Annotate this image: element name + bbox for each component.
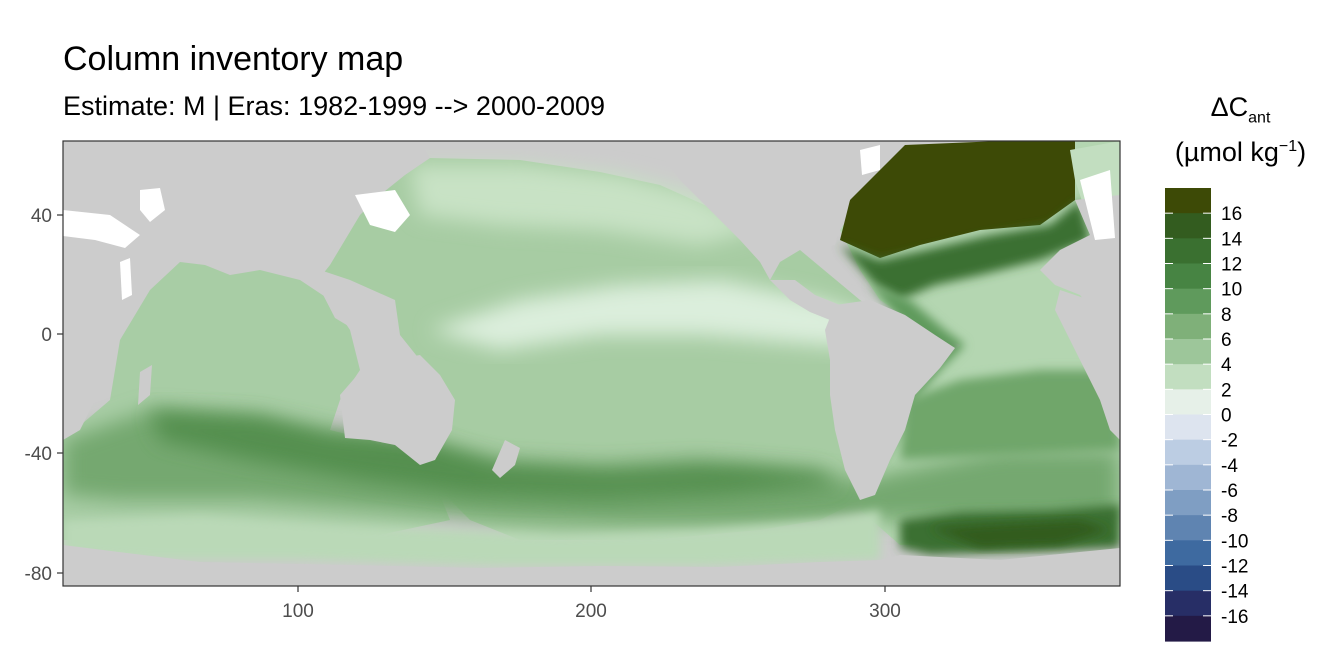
legend-swatch — [1165, 590, 1211, 617]
southern-ocean-core — [150, 410, 840, 500]
legend-label: 8 — [1221, 305, 1232, 326]
y-tick-label-0: 0 — [41, 325, 52, 346]
legend-swatch — [1165, 464, 1211, 491]
legend-label: -14 — [1221, 582, 1249, 603]
legend-swatch — [1165, 288, 1211, 315]
y-tick-label-40: 40 — [31, 206, 52, 227]
south-atlantic-band — [900, 370, 1120, 460]
legend-label: -4 — [1221, 456, 1238, 477]
legend-swatch — [1165, 490, 1211, 516]
legend-swatch — [1165, 389, 1211, 416]
legend-label: -2 — [1221, 431, 1238, 452]
legend-swatch — [1165, 188, 1211, 214]
madagascar — [138, 365, 152, 405]
antarctica — [63, 545, 1120, 586]
plot-subtitle: Estimate: M | Eras: 1982-1999 --> 2000-2… — [63, 91, 606, 121]
new-zealand — [492, 440, 520, 478]
legend-swatch — [1165, 540, 1211, 567]
no-data-north-3 — [355, 190, 410, 232]
legend-title: ΔCant (µmol kg−1) — [1158, 86, 1323, 174]
no-data-patches — [63, 145, 1115, 300]
x-axis — [297, 586, 886, 592]
legend-label: 2 — [1221, 380, 1232, 401]
legend-label: -16 — [1221, 607, 1248, 628]
legend-label: 14 — [1221, 229, 1243, 250]
x-tick-label-300: 300 — [869, 601, 901, 622]
x-tick-label-100: 100 — [282, 601, 314, 622]
central-america — [770, 280, 840, 320]
north-pacific-light — [410, 165, 760, 245]
legend-title-unit: (µmol kg−1) — [1174, 136, 1307, 167]
no-data-north-2 — [140, 188, 165, 222]
equatorial-band — [430, 280, 900, 350]
legend-label: -8 — [1221, 506, 1238, 527]
indonesia — [318, 285, 400, 340]
legend-title-variable: ΔCant — [1210, 92, 1271, 127]
y-tick-label-neg40: -40 — [25, 444, 52, 465]
legend-swatch — [1165, 439, 1211, 466]
ocean-field — [63, 141, 1120, 566]
legend-swatch — [1165, 414, 1211, 441]
legend-label: 10 — [1221, 280, 1242, 301]
legend-swatch — [1165, 339, 1211, 365]
legend-label: 12 — [1221, 255, 1242, 276]
legend-label: 16 — [1221, 204, 1242, 225]
legend-swatch — [1165, 213, 1211, 239]
x-tick-label-200: 200 — [575, 601, 607, 622]
legend-colorbar — [1165, 188, 1211, 642]
no-data-north-6 — [120, 258, 132, 300]
north-america — [660, 141, 890, 280]
legend-swatch — [1165, 313, 1211, 340]
legend-label: -6 — [1221, 481, 1238, 502]
legend-label: 0 — [1221, 406, 1232, 427]
antarctic-margin — [63, 510, 880, 566]
no-data-north-5 — [860, 145, 880, 175]
legend-label: 6 — [1221, 330, 1232, 351]
legend-swatch — [1165, 364, 1211, 390]
north-atlantic-high — [840, 141, 1075, 258]
legend-swatch — [1165, 263, 1211, 290]
legend-label: -10 — [1221, 531, 1248, 552]
legend-swatch — [1165, 238, 1211, 265]
asia — [185, 141, 430, 280]
map-panel — [63, 141, 1120, 586]
africa — [63, 141, 330, 440]
no-data-north-1 — [63, 210, 140, 248]
legend-swatch — [1165, 565, 1211, 592]
legend-label: -12 — [1221, 557, 1248, 578]
africa-west — [1055, 290, 1120, 440]
south-america — [825, 300, 955, 500]
plot-title: Column inventory map — [63, 40, 404, 78]
legend-label: 4 — [1221, 355, 1232, 376]
land-masses — [63, 141, 1120, 586]
southern-ocean — [63, 410, 1120, 525]
legend-swatch — [1165, 615, 1211, 642]
weddell-sea-core — [930, 520, 1110, 548]
y-axis — [57, 214, 63, 574]
north-atlantic-mid — [840, 200, 1090, 300]
australia — [340, 355, 455, 465]
y-tick-label-neg80: -80 — [25, 564, 52, 585]
no-data-north-4 — [1080, 170, 1115, 240]
legend-labels: 16 14 12 10 8 6 4 2 0 -2 -4 -6 -8 -10 -12 -14 -16 — [1221, 204, 1249, 628]
legend-swatch — [1165, 515, 1211, 541]
